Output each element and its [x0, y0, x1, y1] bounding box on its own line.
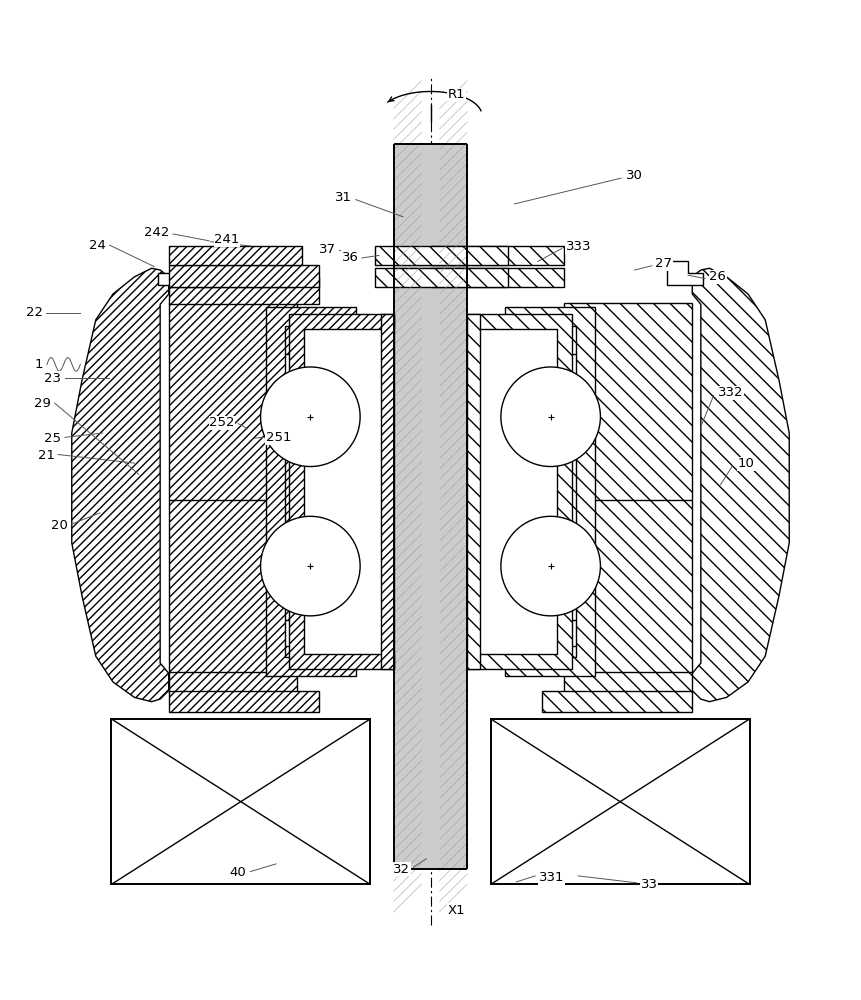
Bar	[430, 246, 563, 265]
Text: 31: 31	[335, 191, 351, 204]
Text: 242: 242	[145, 226, 170, 239]
Circle shape	[261, 367, 360, 467]
Text: 331: 331	[539, 871, 564, 884]
Text: 26: 26	[709, 270, 727, 283]
Polygon shape	[505, 307, 595, 676]
Text: 332: 332	[718, 386, 744, 399]
Bar	[381, 314, 393, 669]
Text: 21: 21	[38, 449, 54, 462]
Polygon shape	[169, 303, 298, 673]
Bar	[430, 268, 563, 287]
Polygon shape	[71, 268, 169, 702]
Text: 36: 36	[342, 251, 358, 264]
Polygon shape	[468, 314, 572, 669]
Text: 24: 24	[90, 239, 106, 252]
Bar	[169, 265, 319, 287]
Text: 333: 333	[566, 240, 592, 253]
Text: 30: 30	[626, 169, 643, 182]
Text: 251: 251	[266, 431, 291, 444]
Text: 22: 22	[26, 306, 42, 319]
Polygon shape	[266, 307, 356, 676]
Bar	[375, 246, 508, 265]
Text: 33: 33	[641, 878, 658, 891]
Text: 10: 10	[738, 457, 754, 470]
Text: 32: 32	[393, 863, 410, 876]
Bar	[542, 691, 692, 712]
Polygon shape	[289, 314, 393, 669]
Bar	[169, 246, 301, 265]
Text: R1: R1	[448, 88, 465, 101]
Text: 25: 25	[45, 432, 61, 445]
Text: 1: 1	[34, 358, 42, 371]
Circle shape	[501, 516, 600, 616]
Text: 29: 29	[34, 397, 51, 410]
Polygon shape	[169, 277, 319, 304]
Polygon shape	[158, 261, 195, 285]
Text: 23: 23	[45, 372, 61, 385]
Bar	[563, 672, 692, 693]
Bar	[375, 268, 508, 287]
Bar	[169, 691, 319, 712]
Polygon shape	[692, 268, 790, 702]
Bar	[393, 144, 468, 869]
Circle shape	[501, 367, 600, 467]
Text: 40: 40	[229, 866, 246, 879]
Bar	[468, 314, 480, 669]
Polygon shape	[563, 303, 692, 673]
Bar	[491, 719, 750, 884]
Text: X1: X1	[448, 904, 465, 917]
Text: 37: 37	[319, 243, 336, 256]
Polygon shape	[666, 261, 703, 285]
Text: 27: 27	[655, 257, 672, 270]
Bar	[111, 719, 370, 884]
Text: 241: 241	[214, 233, 239, 246]
Bar	[169, 672, 298, 693]
Text: 252: 252	[209, 416, 235, 429]
Circle shape	[261, 516, 360, 616]
Text: 20: 20	[52, 519, 68, 532]
